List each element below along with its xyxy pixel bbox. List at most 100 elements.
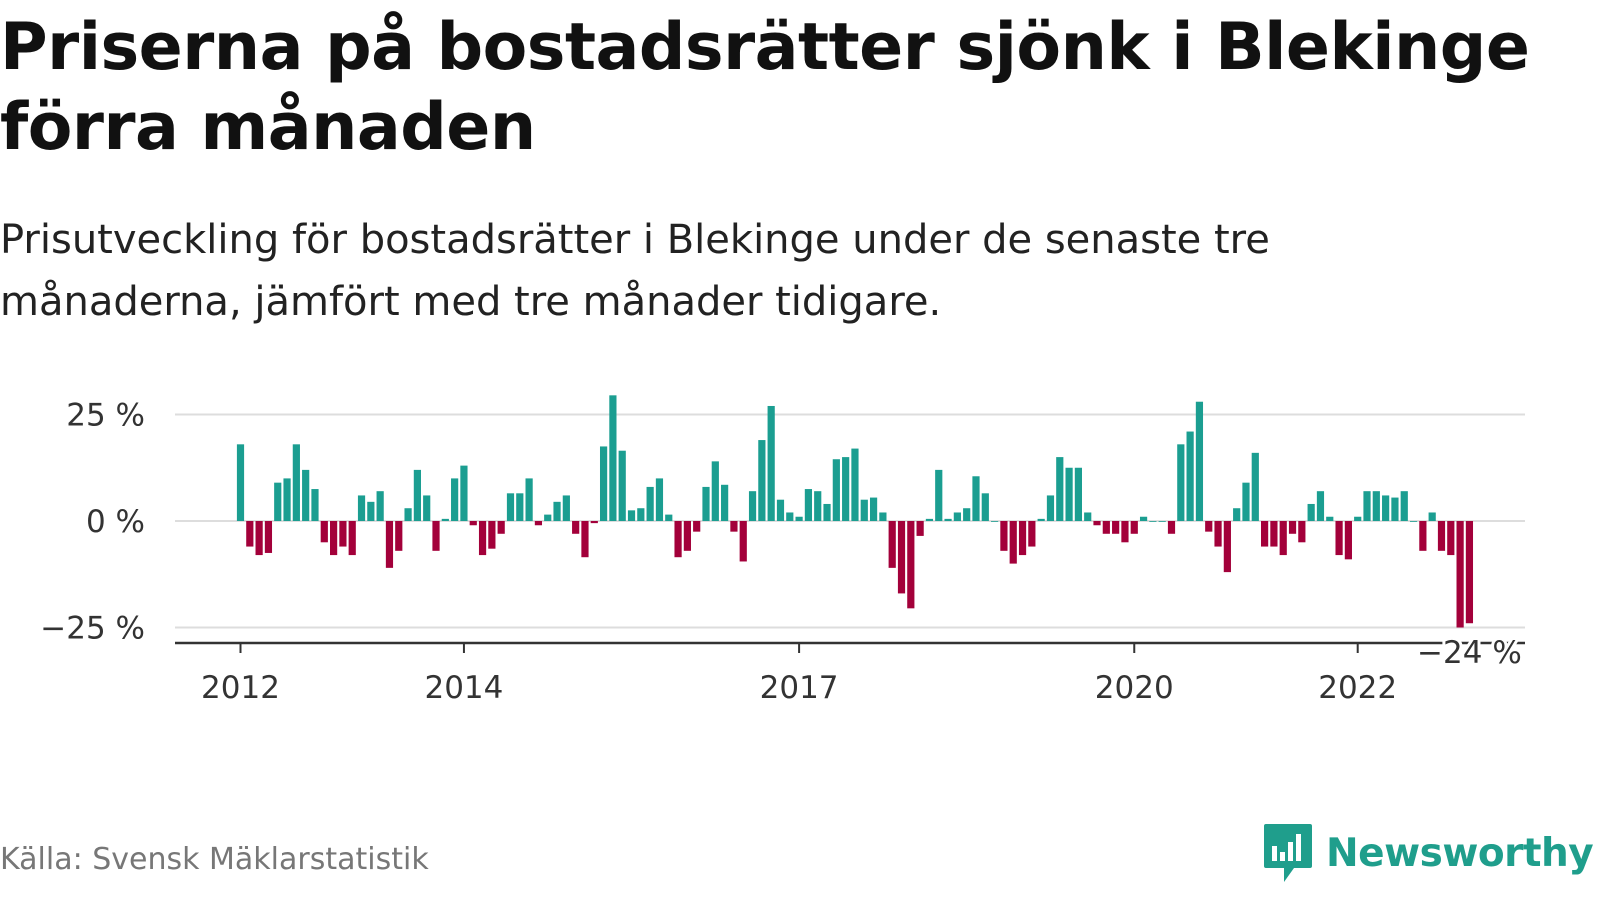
bars — [236, 395, 1474, 628]
bar — [1447, 521, 1455, 556]
bar — [1102, 521, 1110, 534]
bar — [1326, 516, 1334, 521]
source-note: Källa: Svensk Mäklarstatistik — [0, 842, 429, 877]
bar — [1046, 495, 1055, 521]
bar — [1065, 467, 1073, 521]
bar — [1316, 491, 1325, 521]
bar — [1233, 508, 1241, 521]
x-axis — [175, 641, 1525, 653]
chart-subtitle: Prisutveckling för bostadsrätter i Bleki… — [0, 217, 1270, 325]
bar — [283, 478, 291, 521]
bar — [795, 516, 803, 521]
bar — [646, 486, 654, 521]
bar — [1000, 521, 1008, 551]
bar — [562, 495, 570, 521]
bar — [1093, 521, 1101, 526]
bar — [339, 521, 347, 547]
bar — [1149, 521, 1157, 522]
bar — [963, 508, 971, 521]
bar — [1456, 521, 1464, 628]
bar — [441, 518, 449, 521]
bar — [525, 478, 533, 521]
x-tick-label: 2017 — [760, 670, 839, 706]
y-tick-label: 0 % — [86, 504, 145, 540]
bar — [255, 521, 263, 556]
bar — [786, 512, 794, 521]
bar — [907, 521, 915, 609]
chart-title: Priserna på bostadsrätter sjönk i Blekin… — [0, 10, 1530, 165]
bar — [451, 478, 459, 521]
bar — [981, 493, 989, 521]
bar — [814, 491, 822, 521]
bar — [627, 510, 636, 521]
bar — [516, 493, 524, 521]
brand-name: Newsworthy — [1326, 830, 1594, 876]
x-tick-label: 2020 — [1095, 670, 1174, 706]
bar — [1354, 516, 1362, 521]
bar — [460, 465, 468, 521]
bar — [851, 448, 859, 521]
bar — [683, 521, 691, 551]
bar — [264, 521, 273, 553]
bar — [953, 512, 961, 521]
bar-chart: 25 % 0 % −25 % 2012 2014 2017 2020 2022 −24 % — [40, 395, 1525, 707]
x-tick-label: 2014 — [424, 670, 503, 706]
bar — [1288, 521, 1297, 534]
bar — [1344, 521, 1352, 560]
bar — [1112, 521, 1120, 534]
bar — [274, 482, 282, 521]
bar — [776, 499, 785, 521]
bar — [544, 514, 552, 521]
bar — [925, 518, 934, 521]
bar — [767, 405, 775, 521]
bar — [320, 521, 328, 543]
bar — [1158, 521, 1166, 522]
bar — [1177, 444, 1185, 521]
bar — [497, 521, 505, 534]
bar — [1028, 521, 1036, 547]
bar — [330, 521, 338, 556]
bar — [618, 450, 626, 521]
last-value-label: −24 % — [1417, 635, 1522, 671]
bar — [1298, 521, 1306, 543]
y-tick-label: 25 % — [66, 398, 145, 434]
bar — [916, 521, 924, 536]
bar — [590, 521, 598, 524]
bar — [1391, 497, 1399, 521]
bar — [311, 489, 319, 521]
bar — [879, 512, 887, 521]
newsworthy-chart-bubble-icon — [1264, 824, 1312, 882]
bar — [1056, 457, 1064, 521]
bar — [1372, 491, 1380, 521]
bar — [599, 446, 608, 521]
bar — [1139, 516, 1148, 521]
bar — [758, 440, 766, 521]
bar — [488, 521, 496, 549]
bar — [1186, 431, 1194, 521]
bar — [236, 444, 245, 521]
bar — [506, 493, 515, 521]
bar — [1251, 452, 1259, 521]
bar — [1307, 503, 1315, 521]
bar — [1130, 521, 1138, 534]
bar — [944, 518, 952, 521]
bar — [1400, 491, 1408, 521]
bar — [423, 495, 431, 521]
bar — [1261, 521, 1269, 547]
bar — [1363, 491, 1371, 521]
bar — [1335, 521, 1343, 556]
bar — [1009, 521, 1017, 564]
brand-logo: Newsworthy — [1262, 822, 1594, 884]
bar — [1121, 521, 1129, 543]
bar — [302, 469, 310, 521]
bar — [972, 476, 980, 521]
axis-labels: 25 % 0 % −25 % 2012 2014 2017 2020 2022 −24 % — [40, 398, 1525, 707]
bar — [367, 501, 375, 521]
x-tick-label: 2022 — [1318, 670, 1397, 706]
bar — [655, 478, 664, 521]
bar — [246, 521, 254, 547]
bar — [395, 521, 403, 551]
bar — [1242, 482, 1250, 521]
bar — [432, 521, 440, 551]
bar — [553, 501, 561, 521]
